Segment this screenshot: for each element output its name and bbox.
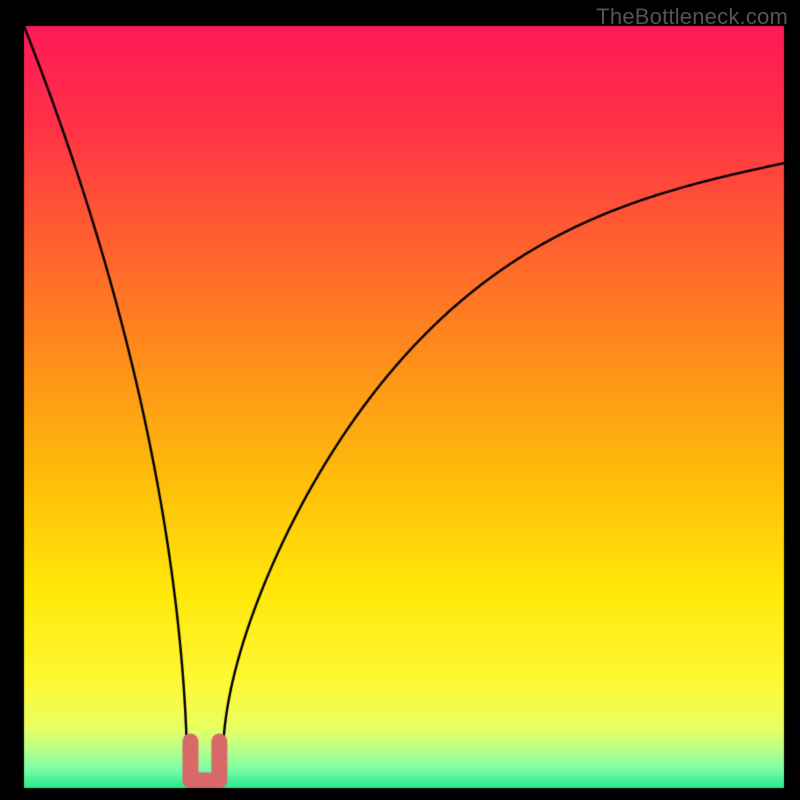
bottleneck-chart-canvas xyxy=(0,0,800,800)
chart-stage: TheBottleneck.com xyxy=(0,0,800,800)
